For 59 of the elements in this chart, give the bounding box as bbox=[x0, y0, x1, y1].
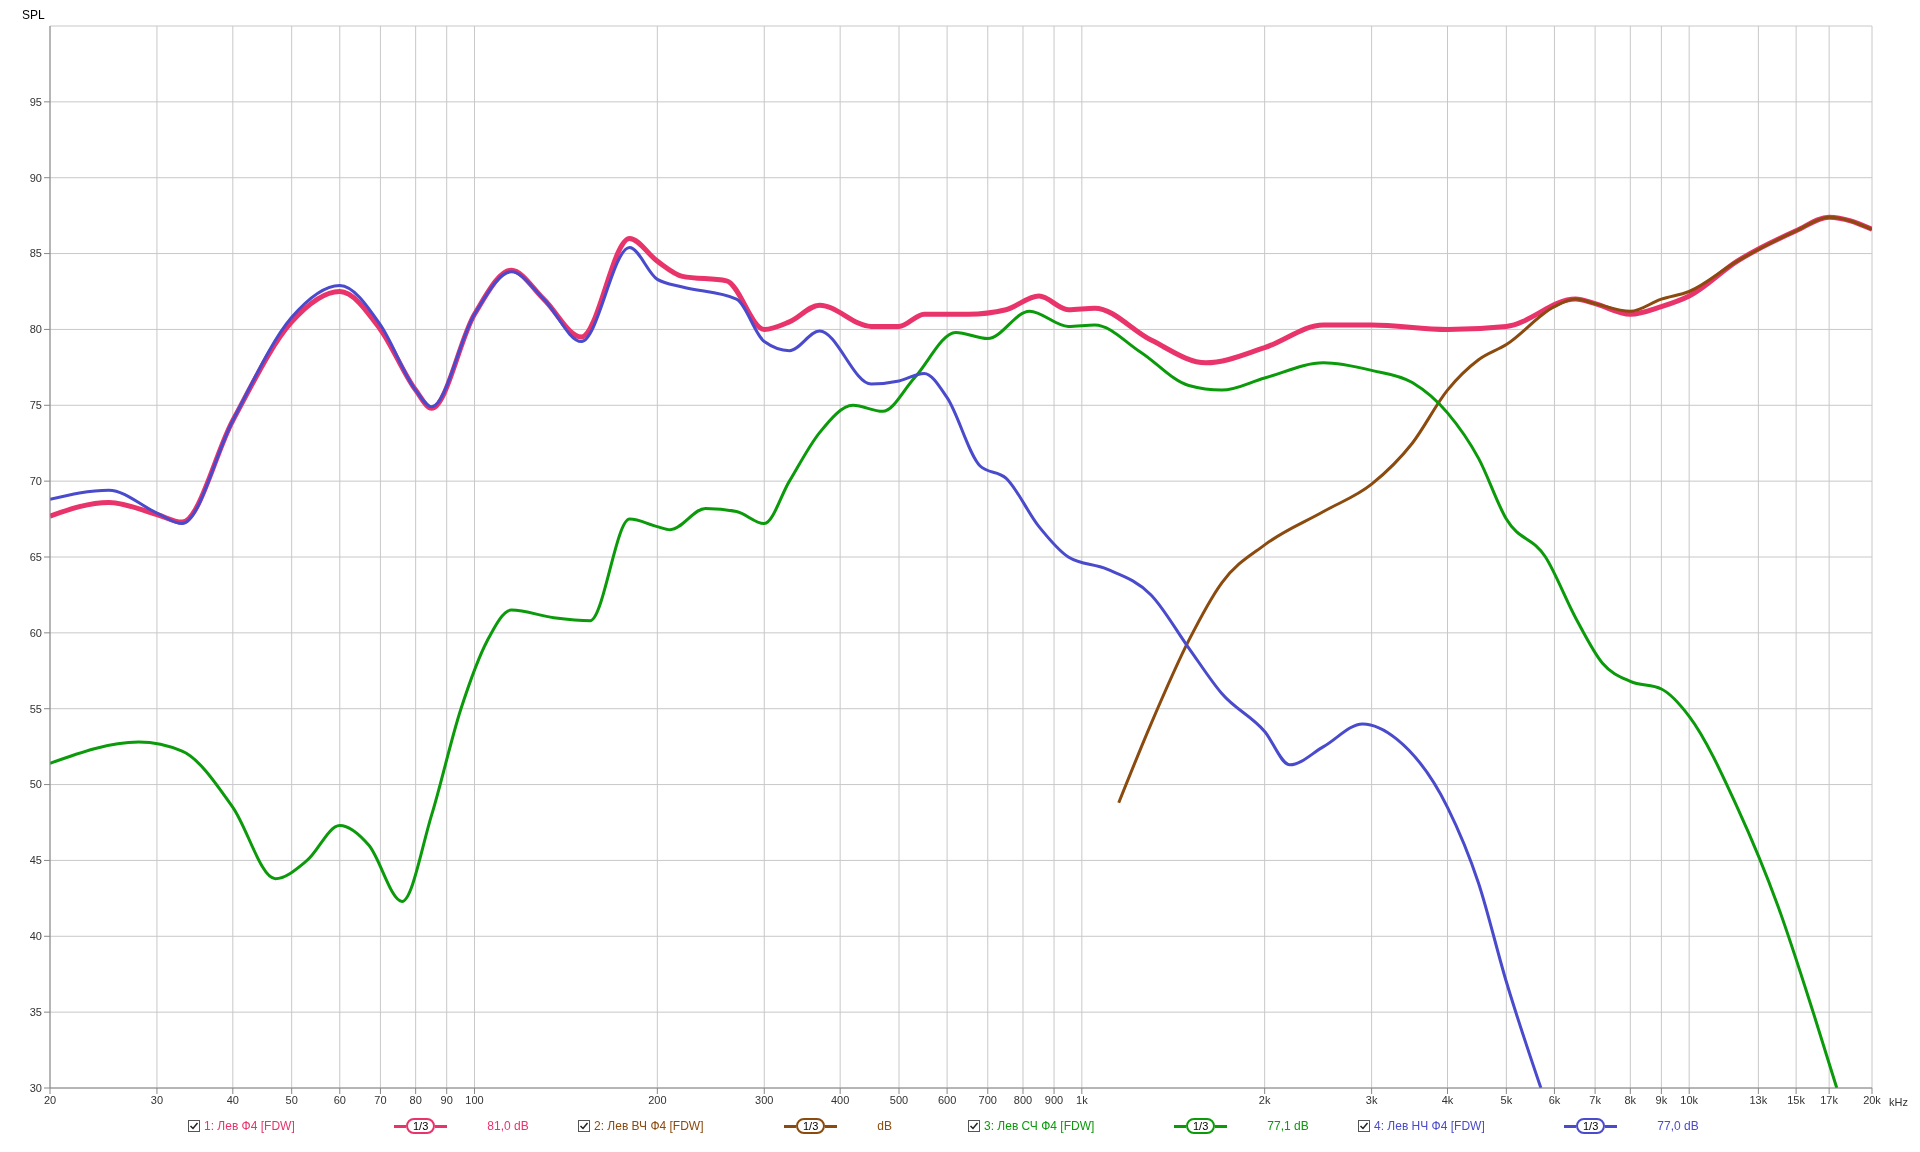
x-tick-label: 70 bbox=[374, 1093, 387, 1106]
x-tick-label: 4k bbox=[1441, 1093, 1454, 1106]
y-tick-label: 90 bbox=[29, 171, 42, 184]
x-tick-label: 900 bbox=[1044, 1093, 1064, 1106]
x-tick-label: 7k bbox=[1589, 1093, 1602, 1106]
x-tick-label: 50 bbox=[285, 1093, 298, 1106]
y-tick-label: 50 bbox=[29, 778, 42, 791]
x-tick-label: 60 bbox=[333, 1093, 346, 1106]
y-tick-label: 95 bbox=[29, 95, 42, 108]
y-tick-label: 80 bbox=[29, 323, 42, 336]
x-tick-label: 90 bbox=[440, 1093, 453, 1106]
x-tick-label: 15k bbox=[1787, 1093, 1806, 1106]
x-tick-label: 8k bbox=[1624, 1093, 1637, 1106]
x-tick-label: 80 bbox=[409, 1093, 422, 1106]
y-tick-label: 65 bbox=[29, 550, 42, 563]
text: 2: Лев ВЧ Ф4 [FDW] bbox=[594, 1119, 705, 1133]
x-tick-label: 2k bbox=[1258, 1093, 1271, 1106]
x-tick-label: 400 bbox=[830, 1093, 850, 1106]
text: 1/3 bbox=[796, 1118, 826, 1134]
y-tick-label: 35 bbox=[29, 1006, 42, 1019]
text: 81,0 dB bbox=[487, 1119, 529, 1133]
x-tick-label: 20k bbox=[1863, 1093, 1882, 1106]
y-tick-label: 40 bbox=[29, 930, 42, 943]
x-tick-label: 9k bbox=[1655, 1093, 1668, 1106]
text: 1/3 bbox=[1576, 1118, 1606, 1134]
text: 77,0 dB bbox=[1657, 1119, 1699, 1133]
text: dB bbox=[877, 1119, 892, 1133]
x-tick-label: 300 bbox=[755, 1093, 774, 1106]
y-tick-label: 30 bbox=[29, 1081, 42, 1094]
y-tick-label: 75 bbox=[29, 399, 42, 412]
text: 1/3 bbox=[406, 1118, 436, 1134]
text: 1/3 bbox=[1186, 1118, 1216, 1134]
x-tick-label: 30 bbox=[150, 1093, 164, 1106]
x-tick-label: 40 bbox=[226, 1093, 239, 1106]
x-tick-label: 600 bbox=[937, 1093, 957, 1106]
x-tick-label: 17k bbox=[1820, 1093, 1839, 1106]
text: 3: Лев СЧ Ф4 [FDW] bbox=[984, 1119, 1096, 1133]
x-tick-label: 200 bbox=[648, 1093, 667, 1106]
y-axis-title: SPL bbox=[22, 8, 45, 22]
x-tick-label: 100 bbox=[465, 1093, 484, 1106]
x-tick-label: 1k bbox=[1076, 1093, 1089, 1106]
x-tick-label: 800 bbox=[1013, 1093, 1033, 1106]
y-tick-label: 70 bbox=[29, 475, 42, 488]
x-axis-title: kHz bbox=[1889, 1096, 1908, 1108]
x-tick-label: 20 bbox=[43, 1093, 57, 1106]
x-tick-label: 13k bbox=[1749, 1093, 1768, 1106]
y-tick-label: 45 bbox=[29, 854, 42, 867]
text: 77,1 dB bbox=[1267, 1119, 1309, 1133]
text: 1: Лев Ф4 [FDW] bbox=[204, 1119, 296, 1133]
x-tick-label: 6k bbox=[1548, 1093, 1561, 1106]
y-tick-label: 85 bbox=[29, 247, 42, 260]
y-tick-label: 60 bbox=[29, 626, 42, 639]
x-tick-label: 500 bbox=[889, 1093, 909, 1106]
y-tick-label: 55 bbox=[29, 702, 42, 715]
text: 4: Лев НЧ Ф4 [FDW] bbox=[1374, 1119, 1486, 1133]
x-tick-label: 3k bbox=[1365, 1093, 1378, 1106]
x-tick-label: 10k bbox=[1680, 1093, 1699, 1106]
x-tick-label: 5k bbox=[1500, 1093, 1513, 1106]
x-tick-label: 700 bbox=[978, 1093, 997, 1106]
